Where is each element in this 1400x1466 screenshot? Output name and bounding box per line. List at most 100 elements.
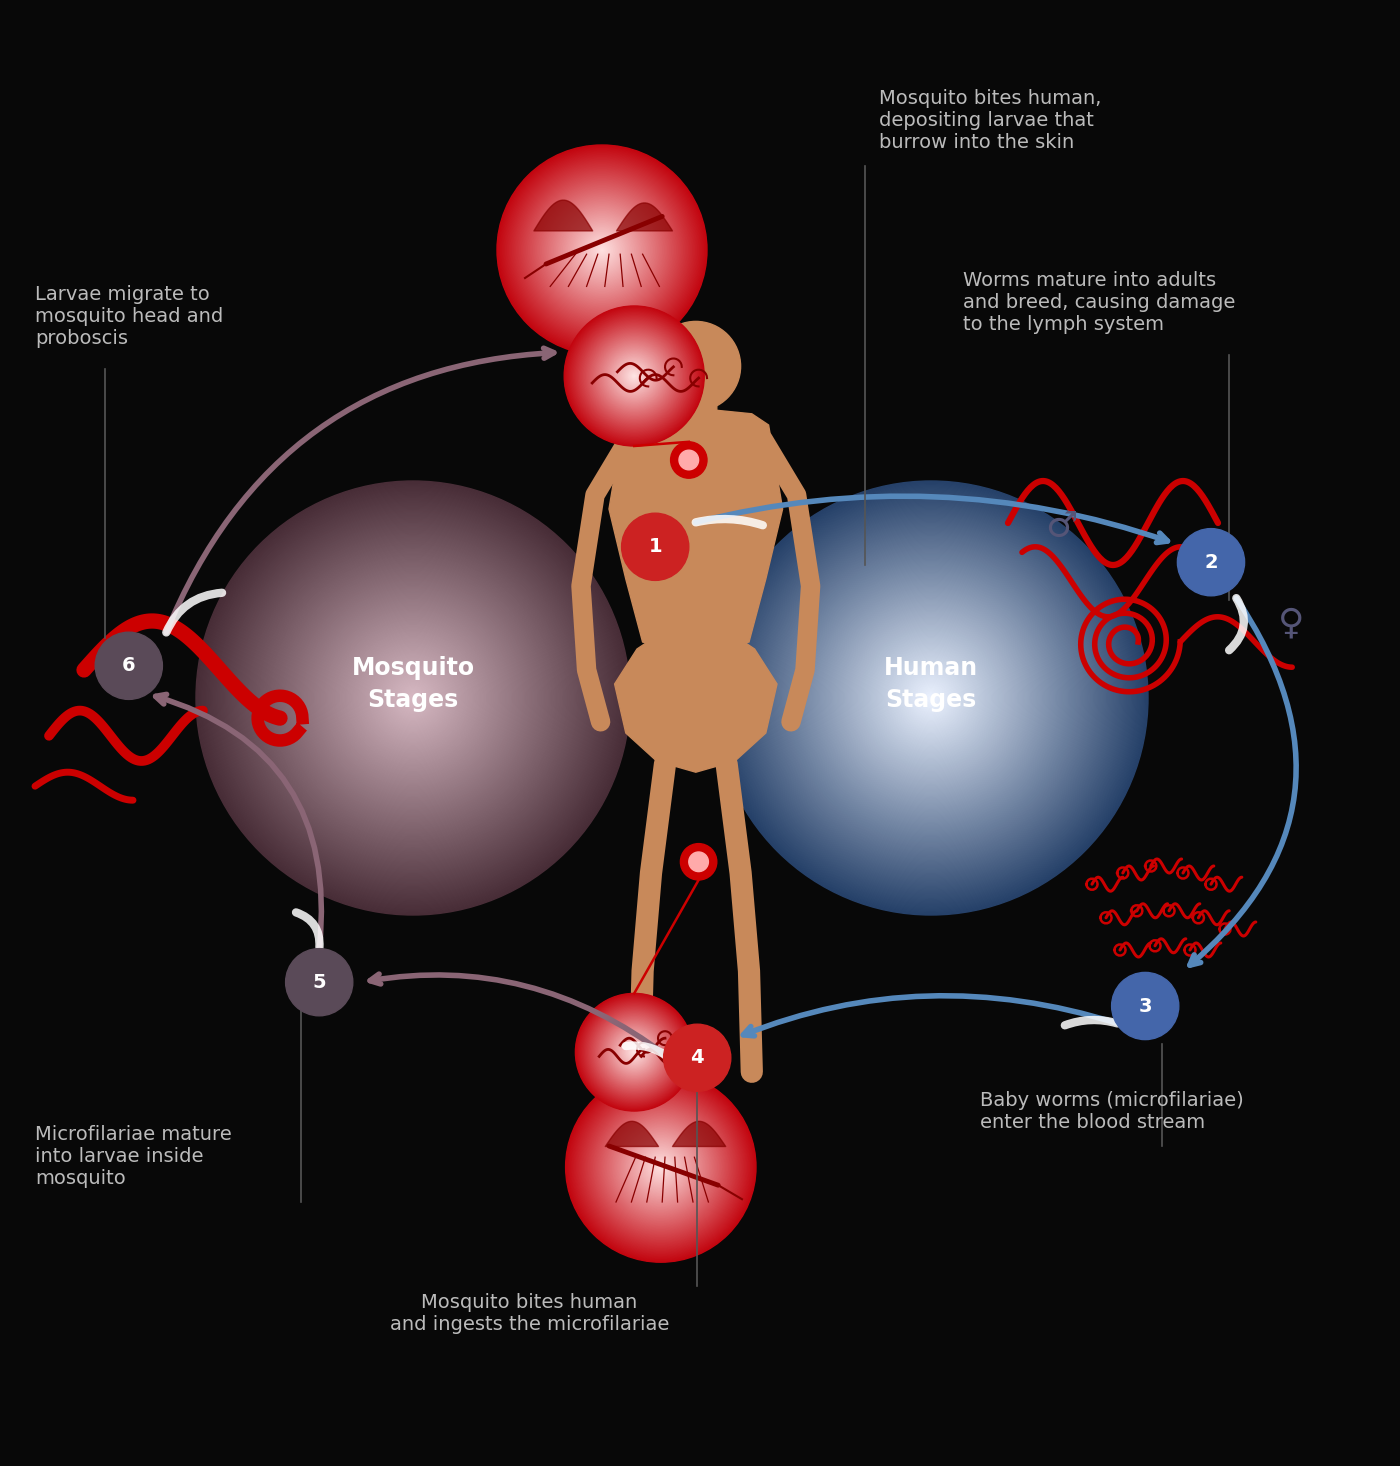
Circle shape [368, 654, 458, 742]
Circle shape [594, 1012, 675, 1092]
Circle shape [564, 213, 640, 287]
Circle shape [524, 172, 680, 328]
Circle shape [204, 490, 622, 906]
Circle shape [223, 507, 603, 888]
Circle shape [822, 588, 1040, 808]
Circle shape [763, 529, 1099, 866]
Circle shape [612, 1031, 657, 1075]
Circle shape [743, 510, 1119, 885]
Circle shape [336, 622, 490, 776]
Circle shape [580, 997, 689, 1107]
Circle shape [626, 1133, 696, 1202]
Circle shape [326, 611, 500, 784]
Circle shape [598, 1016, 671, 1088]
Circle shape [293, 578, 533, 818]
Circle shape [615, 356, 654, 396]
Circle shape [897, 664, 965, 732]
Circle shape [270, 556, 556, 840]
Circle shape [283, 567, 543, 828]
Circle shape [923, 689, 939, 707]
Circle shape [612, 1119, 710, 1217]
Circle shape [407, 692, 419, 704]
Circle shape [350, 635, 476, 761]
Circle shape [734, 500, 1128, 896]
Circle shape [620, 362, 648, 390]
Circle shape [504, 151, 701, 349]
Circle shape [624, 1042, 644, 1063]
Circle shape [671, 441, 707, 478]
Circle shape [834, 601, 1028, 795]
Circle shape [335, 620, 491, 776]
Circle shape [928, 696, 934, 701]
Circle shape [617, 1035, 651, 1069]
Text: Baby worms (microfilariae)
enter the blood stream: Baby worms (microfilariae) enter the blo… [980, 1091, 1243, 1132]
Circle shape [589, 237, 615, 262]
Circle shape [372, 658, 454, 739]
Circle shape [545, 194, 659, 306]
Circle shape [827, 595, 1035, 800]
Circle shape [609, 350, 659, 402]
Circle shape [575, 317, 694, 435]
Circle shape [605, 1111, 717, 1223]
Circle shape [924, 690, 938, 705]
Circle shape [630, 371, 638, 381]
Circle shape [556, 204, 648, 296]
Circle shape [637, 1143, 685, 1192]
Circle shape [594, 242, 610, 258]
Circle shape [664, 1025, 731, 1091]
Circle shape [382, 667, 444, 729]
Circle shape [337, 622, 489, 774]
Circle shape [680, 843, 717, 880]
Circle shape [547, 195, 657, 305]
Circle shape [622, 1039, 647, 1064]
Circle shape [755, 520, 1107, 875]
Circle shape [580, 997, 689, 1107]
Circle shape [636, 1142, 686, 1193]
Circle shape [914, 680, 948, 715]
Circle shape [532, 180, 672, 320]
Circle shape [573, 220, 631, 280]
Circle shape [764, 531, 1098, 865]
Circle shape [599, 342, 669, 410]
Circle shape [265, 550, 561, 847]
Circle shape [561, 210, 643, 290]
Circle shape [589, 1009, 679, 1097]
Circle shape [325, 610, 501, 786]
Circle shape [652, 1160, 669, 1176]
Circle shape [567, 308, 701, 444]
FancyBboxPatch shape [675, 375, 717, 425]
Circle shape [311, 597, 515, 800]
Circle shape [736, 503, 1126, 893]
Circle shape [776, 542, 1086, 853]
Circle shape [599, 340, 669, 412]
Circle shape [603, 345, 666, 408]
Circle shape [582, 1001, 686, 1104]
Circle shape [410, 696, 416, 701]
Circle shape [865, 632, 997, 764]
Circle shape [592, 333, 676, 419]
Circle shape [575, 223, 629, 277]
Circle shape [276, 560, 550, 836]
Circle shape [616, 1034, 652, 1072]
Circle shape [605, 1023, 664, 1080]
Circle shape [605, 1111, 717, 1224]
Circle shape [847, 614, 1015, 781]
Circle shape [568, 1075, 753, 1259]
Circle shape [802, 569, 1060, 827]
Circle shape [788, 554, 1074, 841]
Circle shape [559, 207, 644, 293]
Circle shape [566, 214, 638, 286]
Circle shape [595, 1013, 673, 1092]
Circle shape [596, 337, 673, 415]
Circle shape [640, 1146, 682, 1187]
Circle shape [861, 627, 1001, 768]
Circle shape [596, 339, 672, 413]
Circle shape [568, 311, 700, 441]
Circle shape [237, 520, 589, 875]
Circle shape [627, 1045, 641, 1058]
Circle shape [200, 485, 626, 910]
Circle shape [650, 1155, 672, 1179]
Circle shape [836, 603, 1026, 793]
Circle shape [525, 173, 679, 327]
Circle shape [248, 534, 578, 863]
